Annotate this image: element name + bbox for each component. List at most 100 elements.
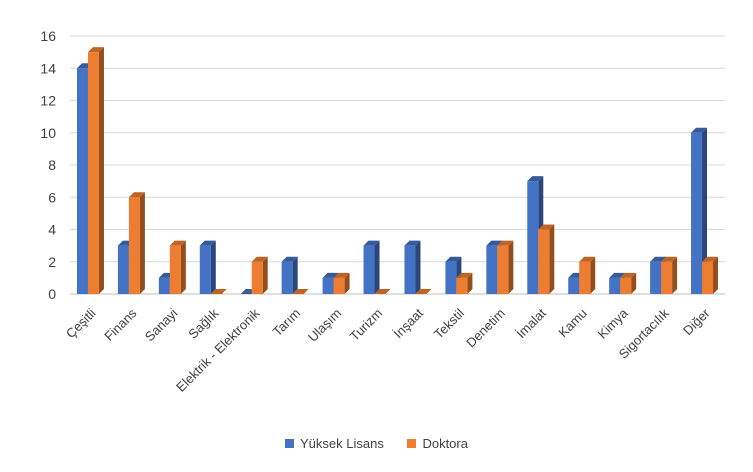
- x-tick-label: Sanayi: [142, 305, 181, 344]
- bar-side-1: [702, 127, 708, 294]
- bar-top-1: [609, 272, 626, 278]
- bar-top-2: [251, 256, 268, 262]
- legend-label-series-1: Yüksek Lisans: [300, 436, 384, 451]
- bar-side-1: [374, 240, 380, 294]
- bar-series-1: [650, 261, 662, 294]
- bar-side-2: [262, 256, 268, 294]
- bar-series-2: [538, 229, 550, 294]
- x-tick-label: Ulaşım: [305, 306, 344, 345]
- bar-side-2: [549, 224, 555, 294]
- bar-top-1: [691, 127, 708, 133]
- bar-top-2: [661, 256, 678, 262]
- x-tick-label: Tarım: [270, 306, 304, 340]
- x-tick-label: Finans: [101, 305, 140, 344]
- bar-series-1: [404, 245, 416, 294]
- bar-series-1: [609, 277, 621, 294]
- x-tick-label: Kamu: [555, 306, 590, 341]
- bar-top-2: [210, 289, 227, 294]
- legend-item-series-1: Yüksek Lisans: [285, 436, 384, 451]
- bar-side-2: [344, 272, 350, 294]
- bar-top-2: [292, 289, 309, 294]
- bar-series-2: [333, 277, 345, 294]
- bar-side-2: [590, 256, 596, 294]
- bar-series-1: [568, 277, 580, 294]
- bar-top-2: [702, 256, 719, 262]
- bar-top-2: [415, 289, 432, 294]
- bar-side-2: [467, 272, 473, 294]
- bar-series-1: [527, 181, 539, 294]
- bar-side-2: [672, 256, 678, 294]
- bar-series-1: [199, 245, 211, 294]
- bar-top-1: [363, 240, 380, 246]
- x-tick-label: Çeşitli: [63, 305, 99, 341]
- bar-top-2: [456, 272, 473, 278]
- y-tick-label: 6: [48, 189, 56, 205]
- bar-top-2: [538, 224, 555, 230]
- bar-side-2: [508, 240, 514, 294]
- bar-series-2: [579, 261, 591, 294]
- bar-series-1: [486, 245, 498, 294]
- bar-side-2: [139, 192, 145, 294]
- bar-top-2: [169, 240, 186, 246]
- bar-side-2: [713, 256, 719, 294]
- bar-top-1: [650, 256, 667, 262]
- bar-top-1: [199, 240, 216, 246]
- x-tick-label: Denetim: [463, 306, 508, 351]
- x-tick-label: İnşaat: [390, 305, 426, 341]
- bar-top-2: [128, 192, 145, 198]
- bar-series-2: [497, 245, 509, 294]
- bar-top-2: [579, 256, 596, 262]
- bar-top-1: [404, 240, 421, 246]
- bar-series-1: [158, 277, 170, 294]
- bar-series-1: [117, 245, 129, 294]
- y-tick-label: 16: [40, 28, 56, 44]
- bar-series-1: [691, 132, 703, 294]
- x-tick-label: Sağlık: [185, 305, 222, 342]
- bar-side-2: [98, 47, 104, 294]
- bar-top-1: [322, 272, 339, 278]
- bar-side-1: [210, 240, 216, 294]
- y-tick-label: 4: [48, 222, 56, 238]
- y-tick-label: 10: [40, 125, 56, 141]
- bar-series-2: [620, 277, 632, 294]
- x-tick-label: Diğer: [680, 305, 713, 338]
- bar-top-1: [527, 176, 544, 182]
- x-tick-label: Tekstil: [431, 305, 467, 341]
- bar-side-1: [415, 240, 421, 294]
- legend-swatch-series-2: [407, 439, 417, 448]
- legend-item-series-2: Doktora: [407, 436, 468, 451]
- bar-series-2: [702, 261, 714, 294]
- bar-side-2: [631, 272, 637, 294]
- legend-label-series-2: Doktora: [422, 436, 468, 451]
- bar-series-2: [128, 197, 140, 294]
- bar-top-1: [486, 240, 503, 246]
- x-tick-label: İmalat: [513, 305, 549, 341]
- bar-series-2: [251, 261, 263, 294]
- y-tick-label: 8: [48, 157, 56, 173]
- bar-series-2: [169, 245, 181, 294]
- x-tick-label: Kimya: [595, 305, 632, 342]
- legend-swatch-series-1: [285, 439, 294, 448]
- y-tick-label: 0: [48, 286, 56, 302]
- bar-series-1: [76, 68, 88, 294]
- bar-series-2: [661, 261, 673, 294]
- bar-series-1: [445, 261, 457, 294]
- y-tick-label: 2: [48, 254, 56, 270]
- bar-top-1: [445, 256, 462, 262]
- bar-top-2: [620, 272, 637, 278]
- bar-series-1: [363, 245, 375, 294]
- bar-side-2: [180, 240, 186, 294]
- bar-series-2: [456, 277, 468, 294]
- y-tick-label: 12: [40, 93, 56, 109]
- y-tick-label: 14: [40, 60, 56, 76]
- bar-side-1: [292, 256, 298, 294]
- bar-series-1: [281, 261, 293, 294]
- x-tick-label: Turizm: [347, 306, 385, 344]
- bar-top-2: [333, 272, 350, 278]
- bar-series-2: [87, 52, 99, 294]
- legend: Yüksek Lisans Doktora: [0, 436, 753, 451]
- bar-top-2: [374, 289, 391, 294]
- bar-top-2: [87, 47, 104, 53]
